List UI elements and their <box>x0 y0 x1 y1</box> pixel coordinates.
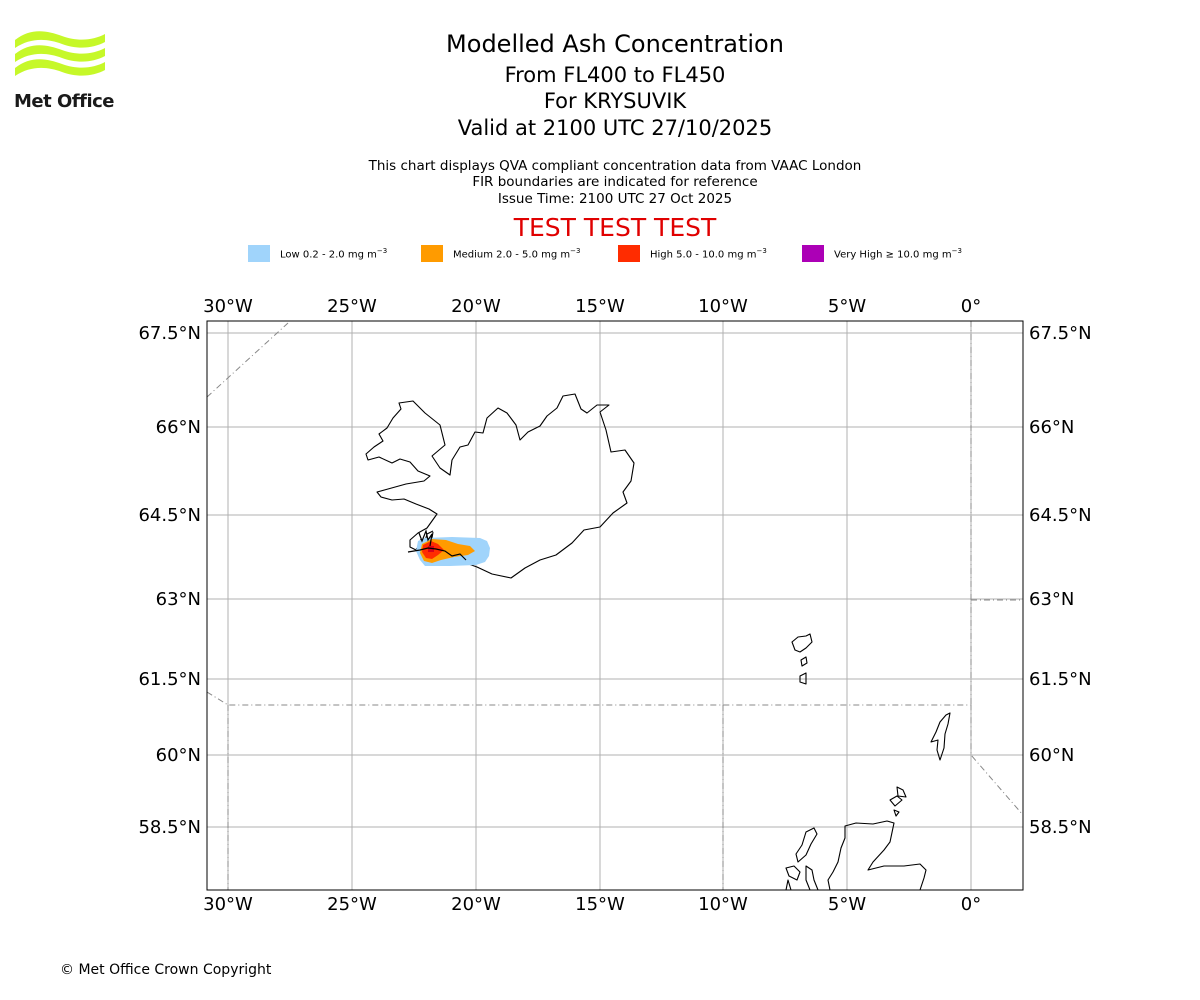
reykjanes-coast <box>407 547 467 561</box>
lon-label-bottom: 5°W <box>828 894 866 915</box>
issue-time: Issue Time: 2100 UTC 27 Oct 2025 <box>497 191 733 207</box>
ash-source-marker <box>428 546 434 552</box>
logo-wave-1 <box>15 31 105 48</box>
legend-label-very-high: Very High ≥ 10.0 mg m−3 <box>834 246 962 261</box>
chart-title: Modelled Ash Concentration <box>446 30 784 58</box>
test-banner: TEST TEST TEST <box>513 213 717 242</box>
copyright-notice: © Met Office Crown Copyright <box>60 962 272 978</box>
lon-label-bottom: 25°W <box>327 894 377 915</box>
volcano-name: For KRYSUVIK <box>543 89 687 113</box>
lon-tick-labels-bottom: 30°W 25°W 20°W 15°W 10°W 5°W 0° <box>203 894 981 915</box>
legend-swatch-high <box>618 245 640 262</box>
legend-label-high: High 5.0 - 10.0 mg m−3 <box>650 246 767 261</box>
valid-time: Valid at 2100 UTC 27/10/2025 <box>457 116 773 140</box>
flight-level-range: From FL400 to FL450 <box>504 63 726 87</box>
lat-label-right: 66°N <box>1029 417 1074 438</box>
lon-label-top: 15°W <box>575 296 625 317</box>
lat-label-right: 64.5°N <box>1029 505 1092 526</box>
lon-label-top: 0° <box>961 296 981 317</box>
faroe-islands <box>791 633 813 685</box>
lon-label-bottom: 20°W <box>451 894 501 915</box>
shetland-islands <box>930 712 951 761</box>
info-line-fir: FIR boundaries are indicated for referen… <box>472 174 758 190</box>
map-frame <box>206 320 1024 891</box>
lat-label-right: 63°N <box>1029 589 1074 610</box>
lon-label-bottom: 15°W <box>575 894 625 915</box>
coastlines <box>365 393 951 890</box>
lon-tick-labels-top: 30°W 25°W 20°W 15°W 10°W 5°W 0° <box>203 296 981 317</box>
legend-item-low: Low 0.2 - 2.0 mg m−3 <box>248 244 387 263</box>
lon-label-top: 10°W <box>698 296 748 317</box>
logo-wave-3 <box>15 59 105 76</box>
lat-label-right: 61.5°N <box>1029 669 1092 690</box>
legend-label-low: Low 0.2 - 2.0 mg m−3 <box>280 246 388 261</box>
legend-item-medium: Medium 2.0 - 5.0 mg m−3 <box>421 244 580 263</box>
lat-label-right: 60°N <box>1029 745 1074 766</box>
fir-boundary-south <box>207 691 1023 816</box>
gridlines <box>207 321 1023 890</box>
lat-label-right: 67.5°N <box>1029 323 1092 344</box>
lat-label-left: 58.5°N <box>138 817 201 838</box>
lat-label-left: 63°N <box>156 589 201 610</box>
lat-label-left: 66°N <box>156 417 201 438</box>
logo-wave-2 <box>15 45 105 62</box>
lat-label-left: 60°N <box>156 745 201 766</box>
lat-label-left: 67.5°N <box>138 323 201 344</box>
fir-boundary-nw <box>207 322 289 398</box>
lat-label-right: 58.5°N <box>1029 817 1092 838</box>
lat-label-left: 64.5°N <box>138 505 201 526</box>
legend-item-very-high: Very High ≥ 10.0 mg m−3 <box>802 244 962 263</box>
ash-contours <box>416 537 490 566</box>
lon-label-bottom: 30°W <box>203 894 253 915</box>
lon-label-top: 5°W <box>828 296 866 317</box>
lat-tick-labels-right: 67.5°N 66°N 64.5°N 63°N 61.5°N 60°N 58.5… <box>1029 323 1092 838</box>
hebrides-islands <box>785 827 819 890</box>
met-office-wave-icon <box>15 31 105 76</box>
scotland-coastline <box>827 820 927 890</box>
legend-item-high: High 5.0 - 10.0 mg m−3 <box>618 244 767 263</box>
lat-label-left: 61.5°N <box>138 669 201 690</box>
lon-label-bottom: 0° <box>961 894 981 915</box>
lon-label-top: 25°W <box>327 296 377 317</box>
lon-label-top: 20°W <box>451 296 501 317</box>
lon-label-bottom: 10°W <box>698 894 748 915</box>
legend-swatch-low <box>248 245 270 262</box>
logo-text: Met Office <box>14 91 115 112</box>
legend-swatch-very-high <box>802 245 824 262</box>
orkney-islands <box>889 786 907 817</box>
fir-boundaries <box>207 321 1023 890</box>
legend-label-medium: Medium 2.0 - 5.0 mg m−3 <box>453 246 581 261</box>
lat-tick-labels-left: 67.5°N 66°N 64.5°N 63°N 61.5°N 60°N 58.5… <box>138 323 201 838</box>
map-background <box>207 321 1023 890</box>
legend-swatch-medium <box>421 245 443 262</box>
iceland-coastline <box>365 393 635 579</box>
reykjanes-overlay <box>407 528 467 561</box>
lon-label-top: 30°W <box>203 296 253 317</box>
info-line-qva: This chart displays QVA compliant concen… <box>368 158 862 174</box>
reykjanes-peninsula <box>418 528 433 547</box>
met-office-logo: Met Office <box>14 28 115 114</box>
